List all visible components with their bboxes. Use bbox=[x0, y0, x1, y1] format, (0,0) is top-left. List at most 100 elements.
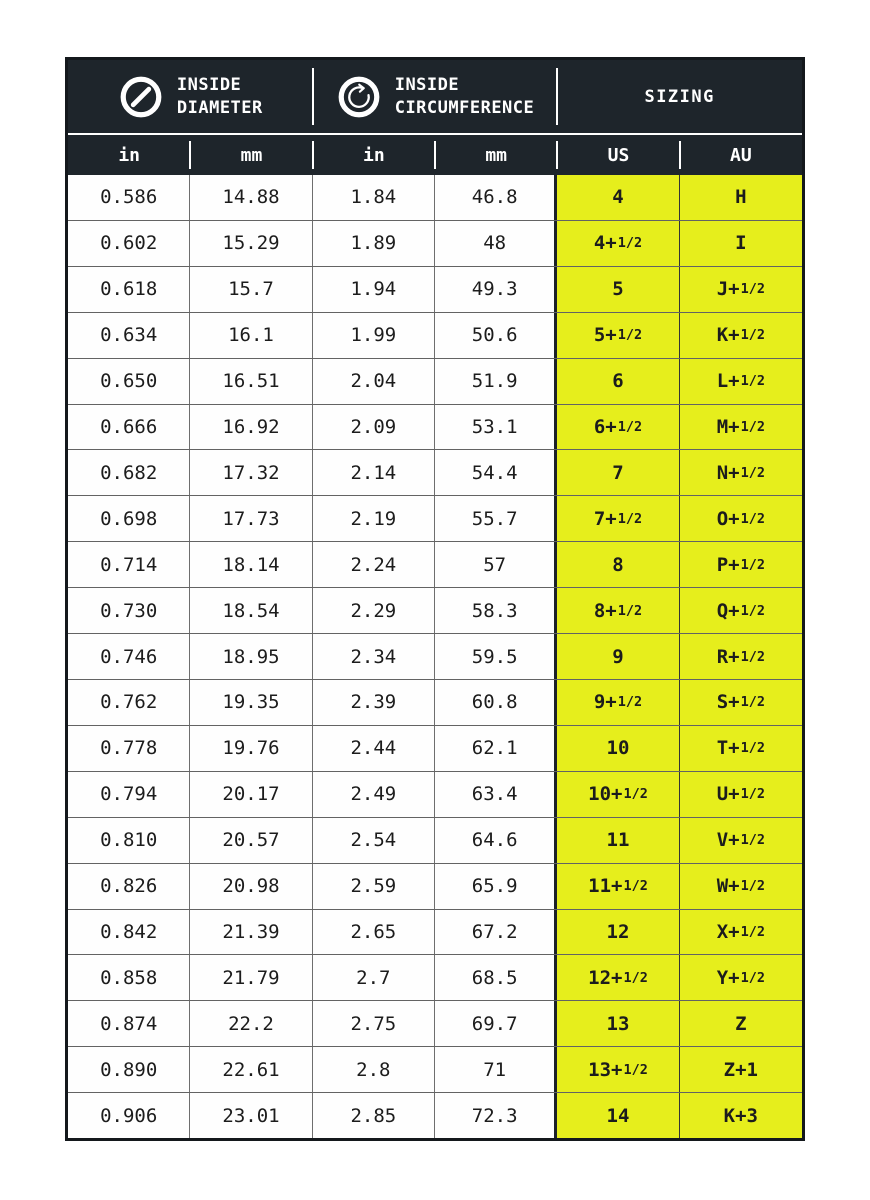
table-row: 0.746 18.95 2.34 59.5 9 R+ 1/2 bbox=[68, 634, 802, 680]
cell-diameter-in: 0.874 bbox=[68, 1001, 191, 1047]
column-header-au: AU bbox=[729, 144, 752, 166]
cell-diameter-in: 0.730 bbox=[68, 588, 191, 634]
cell-circumference-in: 2.49 bbox=[312, 771, 435, 817]
cell-circumference-mm: 64.6 bbox=[435, 817, 558, 863]
cell-size-us: 4+ 1/2 bbox=[557, 220, 680, 266]
cell-diameter-in: 0.666 bbox=[68, 404, 191, 450]
cell-size-us: 13+ 1/2 bbox=[557, 1047, 680, 1093]
cell-size-au: R+ 1/2 bbox=[679, 634, 802, 679]
cell-size-us: 9 bbox=[557, 634, 680, 679]
header-group-label: SIZING bbox=[644, 86, 715, 107]
cell-size-au: Y+ 1/2 bbox=[679, 955, 802, 1001]
cell-size-au: Z bbox=[679, 1001, 802, 1047]
cell-size-au: T+ 1/2 bbox=[679, 725, 802, 771]
cell-size-au: V+ 1/2 bbox=[679, 817, 802, 863]
ring-size-chart: INSIDE DIAMETER INSIDE CIRCUMF bbox=[65, 57, 805, 1141]
cell-size-us: 12 bbox=[557, 909, 680, 955]
cell-circumference-mm: 55.7 bbox=[435, 496, 558, 542]
cell-circumference-mm: 68.5 bbox=[435, 955, 558, 1001]
table-row: 0.810 20.57 2.54 64.6 11 V+ 1/2 bbox=[68, 817, 802, 864]
cell-size-au: Z+1 bbox=[679, 1047, 802, 1093]
cell-diameter-mm: 18.14 bbox=[190, 542, 313, 588]
cell-circumference-in: 2.85 bbox=[312, 1093, 435, 1139]
header-label-line: CIRCUMFERENCE bbox=[394, 97, 535, 118]
cell-size-au: W+ 1/2 bbox=[679, 863, 802, 909]
cell-circumference-mm: 49.3 bbox=[435, 266, 558, 312]
cell-circumference-mm: 58.3 bbox=[435, 588, 558, 634]
cell-size-us: 5+ 1/2 bbox=[557, 312, 680, 358]
cell-diameter-in: 0.826 bbox=[68, 863, 191, 909]
cell-size-au: J+ 1/2 bbox=[679, 266, 802, 312]
cell-circumference-mm: 59.5 bbox=[435, 634, 558, 679]
cell-diameter-in: 0.810 bbox=[68, 817, 191, 863]
cell-circumference-mm: 57 bbox=[435, 542, 558, 588]
cell-diameter-in: 0.778 bbox=[68, 725, 191, 771]
table-row: 0.730 18.54 2.29 58.3 8+ 1/2 Q+ 1/2 bbox=[68, 588, 802, 635]
diameter-icon bbox=[118, 74, 164, 120]
header-divider bbox=[68, 133, 802, 135]
cell-size-us: 14 bbox=[557, 1093, 680, 1139]
cell-circumference-in: 2.59 bbox=[312, 863, 435, 909]
cell-circumference-in: 2.04 bbox=[312, 358, 435, 404]
cell-diameter-mm: 19.35 bbox=[190, 679, 313, 725]
cell-size-au: Q+ 1/2 bbox=[679, 588, 802, 634]
cell-circumference-mm: 69.7 bbox=[435, 1001, 558, 1047]
cell-diameter-in: 0.618 bbox=[68, 266, 191, 312]
cell-diameter-mm: 20.98 bbox=[190, 863, 313, 909]
cell-circumference-mm: 50.6 bbox=[435, 312, 558, 358]
table-row: 0.842 21.39 2.65 67.2 12 X+ 1/2 bbox=[68, 909, 802, 956]
cell-size-us: 4 bbox=[557, 175, 680, 220]
column-header-diameter-mm: mm bbox=[190, 135, 314, 175]
cell-diameter-mm: 18.54 bbox=[190, 588, 313, 634]
table-row: 0.698 17.73 2.19 55.7 7+ 1/2 O+ 1/2 bbox=[68, 496, 802, 543]
table-row: 0.906 23.01 2.85 72.3 14 K+3 bbox=[68, 1093, 802, 1139]
table-row: 0.682 17.32 2.14 54.4 7 N+ 1/2 bbox=[68, 450, 802, 497]
cell-size-us: 8 bbox=[557, 542, 680, 588]
cell-diameter-mm: 17.32 bbox=[190, 450, 313, 496]
header-group-inside-diameter: INSIDE DIAMETER bbox=[68, 60, 314, 133]
cell-circumference-in: 2.14 bbox=[312, 450, 435, 496]
table-row: 0.586 14.88 1.84 46.8 4 H bbox=[68, 175, 802, 221]
cell-diameter-mm: 19.76 bbox=[190, 725, 313, 771]
cell-circumference-mm: 60.8 bbox=[435, 679, 558, 725]
header-group-sizing: SIZING bbox=[557, 60, 802, 133]
cell-size-us: 11 bbox=[557, 817, 680, 863]
column-header-circumference-mm: mm bbox=[435, 135, 559, 175]
cell-size-us: 12+ 1/2 bbox=[557, 955, 680, 1001]
cell-size-us: 8+ 1/2 bbox=[557, 588, 680, 634]
cell-diameter-in: 0.650 bbox=[68, 358, 191, 404]
cell-diameter-mm: 21.79 bbox=[190, 955, 313, 1001]
header-label-line: DIAMETER bbox=[176, 97, 263, 118]
cell-diameter-in: 0.842 bbox=[68, 909, 191, 955]
header-label-line: INSIDE bbox=[394, 74, 460, 95]
cell-diameter-mm: 22.2 bbox=[190, 1001, 313, 1047]
cell-size-us: 7 bbox=[557, 450, 680, 496]
table-row: 0.874 22.2 2.75 69.7 13 Z bbox=[68, 1001, 802, 1048]
cell-diameter-mm: 17.73 bbox=[190, 496, 313, 542]
circumference-icon bbox=[336, 74, 382, 120]
cell-size-au: H bbox=[679, 175, 802, 220]
cell-diameter-mm: 22.61 bbox=[190, 1047, 313, 1093]
cell-diameter-in: 0.634 bbox=[68, 312, 191, 358]
cell-size-au: L+ 1/2 bbox=[679, 358, 802, 404]
header-group-label: INSIDE DIAMETER bbox=[177, 74, 263, 120]
cell-diameter-mm: 20.57 bbox=[190, 817, 313, 863]
cell-size-au: U+ 1/2 bbox=[679, 771, 802, 817]
cell-size-us: 11+ 1/2 bbox=[557, 863, 680, 909]
cell-size-us: 6 bbox=[557, 358, 680, 404]
table-row: 0.618 15.7 1.94 49.3 5 J+ 1/2 bbox=[68, 266, 802, 313]
cell-size-au: K+3 bbox=[679, 1093, 802, 1139]
cell-circumference-in: 2.54 bbox=[312, 817, 435, 863]
cell-diameter-in: 0.890 bbox=[68, 1047, 191, 1093]
table-row: 0.890 22.61 2.8 71 13+ 1/2 Z+1 bbox=[68, 1047, 802, 1094]
column-header-diameter-in: in bbox=[68, 135, 192, 175]
cell-circumference-in: 1.84 bbox=[312, 175, 435, 220]
cell-size-us: 7+ 1/2 bbox=[557, 496, 680, 542]
cell-diameter-mm: 23.01 bbox=[190, 1093, 313, 1139]
cell-size-us: 6+ 1/2 bbox=[557, 404, 680, 450]
cell-diameter-in: 0.906 bbox=[68, 1093, 191, 1139]
cell-diameter-mm: 15.7 bbox=[190, 266, 313, 312]
cell-circumference-in: 2.44 bbox=[312, 725, 435, 771]
header-group-label: INSIDE CIRCUMFERENCE bbox=[395, 74, 535, 120]
